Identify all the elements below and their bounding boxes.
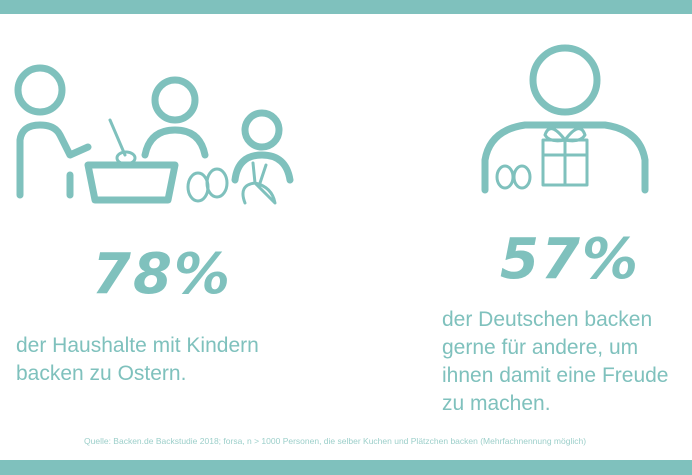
family-baking-easter-icon: [14, 64, 294, 205]
right-text-line: gerne für andere, um: [442, 336, 639, 359]
left-text-line: backen zu Ostern.: [16, 362, 187, 385]
right-percent: 57%: [500, 227, 641, 292]
right-text-line: ihnen damit eine Freude: [442, 364, 669, 387]
left-text: der Haushalte mit Kindern backen zu Oste…: [16, 332, 259, 388]
right-text-line: zu machen.: [442, 392, 551, 415]
right-text: der Deutschen backen gerne für andere, u…: [442, 306, 668, 418]
top-bar: [0, 0, 692, 14]
left-text-line: der Haushalte mit Kindern: [16, 334, 259, 357]
left-percent: 78%: [92, 242, 233, 307]
bottom-bar: [0, 460, 692, 475]
source-note: Quelle: Backen.de Backstudie 2018; forsa…: [84, 436, 587, 446]
person-gift-icon: [481, 44, 649, 194]
right-text-line: der Deutschen backen: [442, 308, 653, 331]
